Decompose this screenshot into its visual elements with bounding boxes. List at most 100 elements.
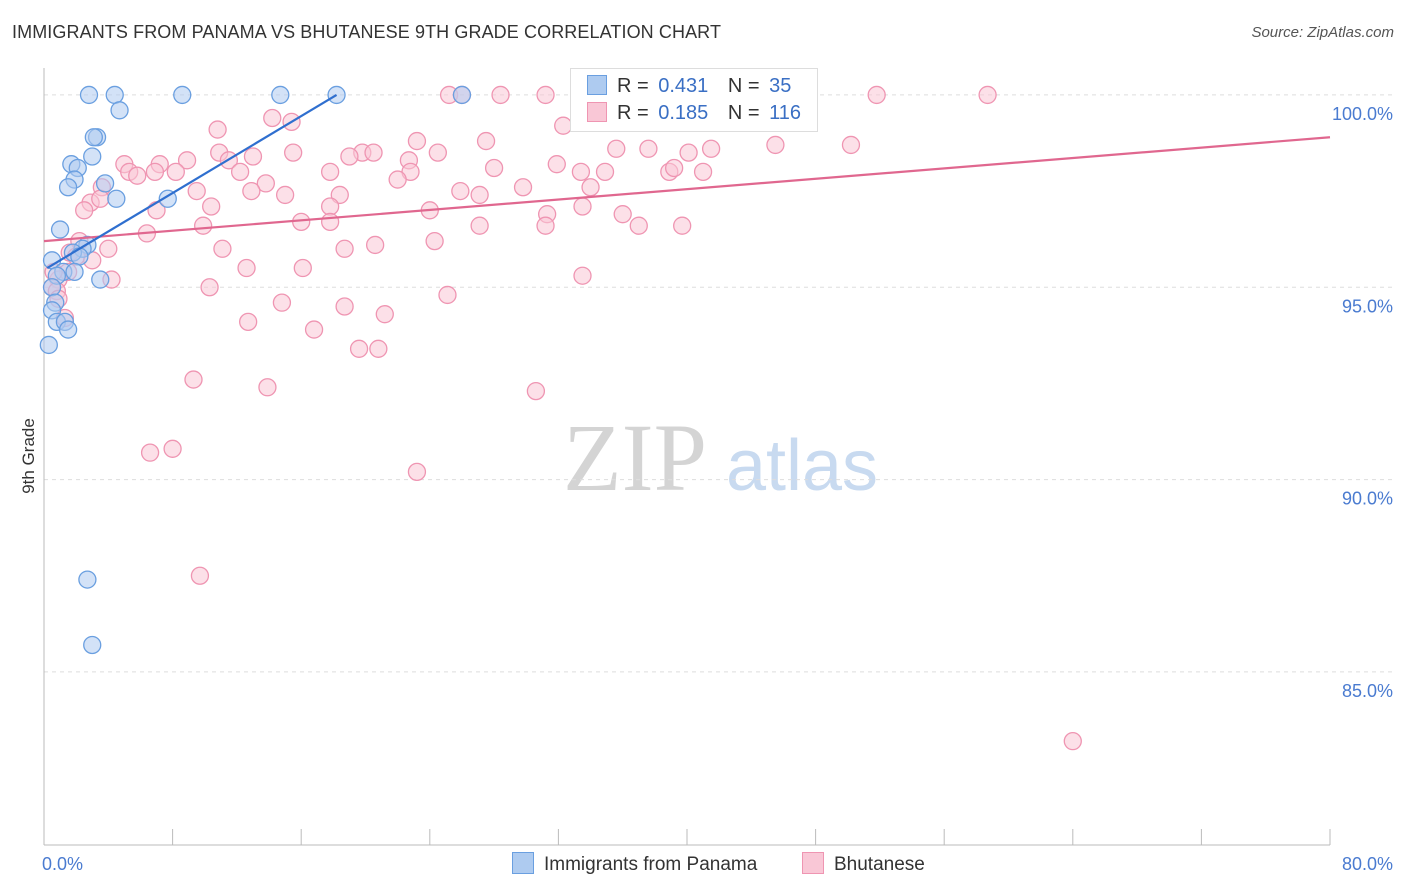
panama-legend-label: Immigrants from Panama	[544, 854, 758, 875]
bhutanese-point	[536, 216, 555, 235]
panama-point	[95, 174, 115, 193]
legend-n-label: N =	[727, 102, 760, 124]
bhutanese-point	[491, 85, 510, 105]
panama-point	[42, 278, 62, 297]
bhutanese-point	[375, 305, 394, 324]
bhutanese-swatch	[587, 102, 607, 122]
bhutanese-point	[202, 197, 221, 216]
bhutanese-point	[349, 339, 369, 358]
bhutanese-point	[91, 189, 110, 208]
bhutanese-point	[320, 212, 340, 232]
panama-point	[58, 320, 78, 339]
bhutanese-point	[320, 197, 340, 216]
bhutanese-point	[388, 170, 407, 189]
bhutanese-point	[369, 339, 388, 358]
panama-point	[91, 270, 110, 289]
y-tick-label: 90.0%	[1342, 489, 1393, 509]
panama-point	[105, 85, 124, 105]
bhutanese-point	[243, 147, 263, 166]
correlation-legend: R = 0.431 N = 35 R = 0.185 N = 116	[570, 68, 818, 132]
legend-r-label: R =	[617, 75, 649, 97]
bhutanese-point	[766, 135, 785, 155]
bhutanese-point	[664, 158, 684, 178]
bhutanese-point	[470, 216, 489, 235]
bhutanese-point	[320, 162, 340, 182]
bhutanese-point	[75, 201, 94, 220]
bhutanese-point	[177, 151, 197, 170]
panama-point	[110, 101, 129, 120]
bhutanese-point	[470, 185, 489, 205]
x-tick-label: 80.0%	[1342, 854, 1393, 874]
bhutanese-point	[484, 158, 504, 178]
legend-n-value: 116	[769, 102, 802, 124]
x-tick-label: 0.0%	[42, 854, 83, 874]
bhutanese-point	[239, 312, 258, 332]
panama-point	[58, 178, 78, 197]
bhutanese-point	[256, 174, 275, 193]
panama-point	[79, 85, 99, 105]
bhutanese-point	[184, 370, 203, 389]
panama-point	[452, 85, 472, 105]
watermark-zip: ZIP	[563, 404, 707, 511]
bhutanese-point	[263, 108, 282, 128]
legend-row-panama: R = 0.431 N = 35	[587, 75, 791, 99]
bhutanese-point	[581, 178, 600, 197]
panama-point	[271, 85, 290, 105]
bhutanese-point	[573, 197, 592, 216]
y-axis-label: 9th Grade	[19, 418, 38, 494]
bhutanese-point	[841, 135, 861, 155]
bhutanese-point	[407, 462, 427, 482]
bhutanese-point	[526, 381, 546, 401]
bhutanese-point	[242, 181, 261, 201]
bhutanese-point	[629, 216, 648, 235]
legend-r-value: 0.431	[658, 75, 709, 97]
bhutanese-point	[867, 85, 886, 105]
bhutanese-point	[163, 439, 182, 458]
bhutanese-point	[679, 143, 698, 162]
panama-points	[39, 85, 472, 655]
bhutanese-point	[978, 85, 997, 105]
legend-n-label: N =	[727, 75, 760, 97]
panama-point	[84, 128, 103, 147]
bhutanese-point	[145, 162, 165, 182]
bhutanese-point	[595, 162, 615, 182]
legend-r-label: R =	[617, 102, 649, 124]
panama-point	[65, 262, 84, 282]
bhutanese-point	[272, 293, 292, 312]
bhutanese-point	[701, 139, 721, 158]
bhutanese-legend-label: Bhutanese	[834, 854, 925, 875]
legend-n-value: 35	[769, 75, 792, 97]
bhutanese-point	[200, 278, 219, 297]
bhutanese-point	[693, 162, 713, 182]
bhutanese-point	[428, 143, 447, 162]
panama-point	[70, 247, 89, 266]
bhutanese-point	[304, 320, 324, 339]
bhutanese-trend-line	[43, 136, 1331, 243]
bhutanese-point	[451, 181, 470, 201]
y-tick-label: 85.0%	[1342, 681, 1393, 701]
panama-trend-line	[46, 93, 338, 269]
bhutanese-point	[140, 443, 160, 462]
bhutanese-point	[208, 120, 227, 139]
bhutanese-point	[230, 162, 250, 182]
panama-legend-swatch	[512, 852, 534, 874]
bottom-legend-panama: Immigrants from Panama	[512, 852, 757, 876]
bhutanese-point	[438, 285, 457, 305]
bhutanese-point	[571, 162, 591, 182]
legend-row-bhutanese: R = 0.185 N = 116	[587, 102, 801, 126]
bhutanese-point	[407, 131, 427, 151]
panama-point	[83, 635, 102, 655]
bhutanese-point	[673, 216, 692, 235]
bhutanese-point	[193, 216, 213, 235]
bhutanese-point	[335, 297, 354, 316]
bhutanese-point	[190, 566, 210, 585]
bhutanese-point	[613, 205, 632, 224]
panama-swatch	[587, 75, 607, 95]
legend-r-value: 0.185	[658, 102, 709, 124]
y-tick-label: 100.0%	[1332, 104, 1393, 124]
bhutanese-point	[237, 258, 256, 278]
bhutanese-point	[573, 266, 592, 285]
bhutanese-point	[258, 378, 277, 397]
bhutanese-point	[284, 143, 303, 162]
